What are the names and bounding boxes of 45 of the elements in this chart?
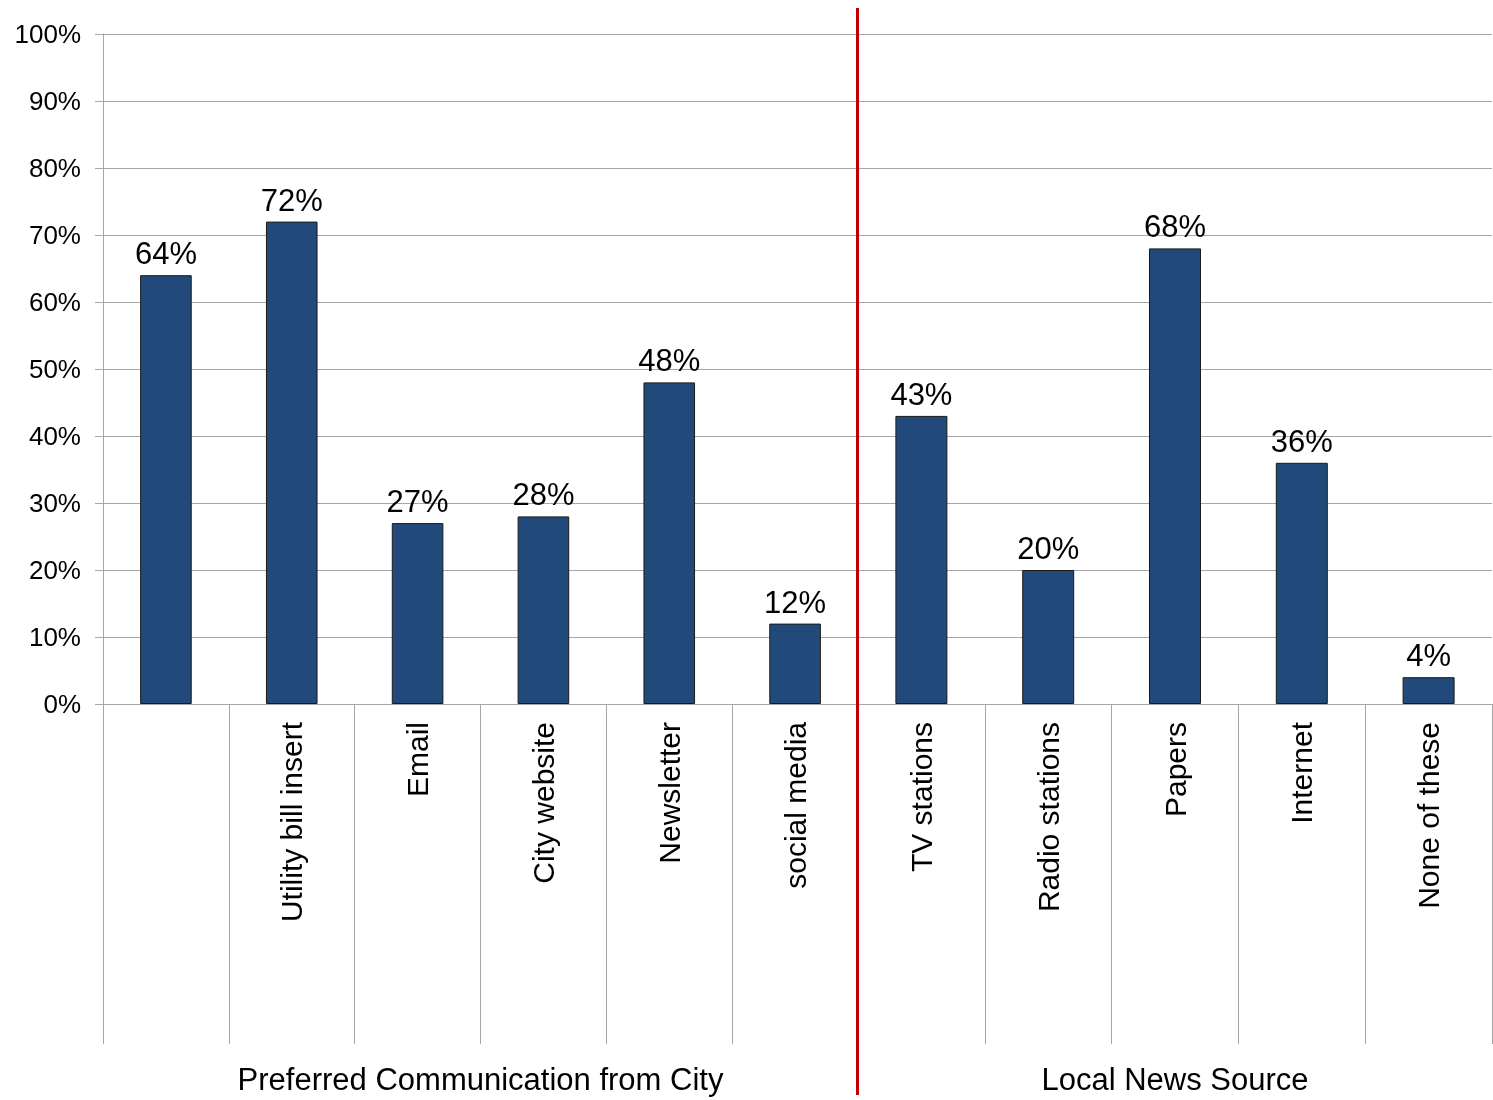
bar [1022,570,1075,704]
data-label: 36% [1270,423,1333,459]
bar [1402,677,1455,704]
data-label: 4% [1406,638,1452,674]
y-tick-label: 40% [28,421,81,451]
y-tick-label: 60% [28,287,81,317]
bar [643,382,696,704]
y-tick-label: 30% [28,488,81,518]
bar [769,623,821,704]
data-label: 28% [512,477,575,513]
y-tick-label: 90% [28,86,81,116]
x-tick-label: None of these [1412,722,1446,909]
x-tick-label: Utility bill insert [275,721,309,923]
x-tick-label: Newsletter [652,722,686,864]
bar [140,275,192,704]
x-tick-label: City website [526,722,560,884]
data-label: 72% [260,182,323,218]
x-tick-label: Internet [1285,721,1319,824]
x-tick-label: social media [778,721,812,889]
y-tick-label: 50% [28,354,81,384]
y-tick-label: 70% [28,220,81,250]
y-tick-label: 0% [43,689,81,719]
x-axis-title: Local News Source [1041,1062,1309,1097]
bar [391,523,444,704]
y-tick-label: 20% [28,555,81,585]
bar [895,415,948,704]
y-tick-label: 80% [28,153,81,183]
bar [1149,248,1201,704]
x-tick-label: Email [401,722,435,798]
bar [265,221,318,704]
data-label: 20% [1017,531,1080,566]
x-tick-label: Papers [1158,722,1192,818]
bar [1275,462,1328,704]
x-tick-label: TV stations [904,722,938,873]
data-label: 68% [1143,209,1207,245]
data-label: 64% [134,236,197,272]
data-label: 48% [638,343,701,379]
x-axis-title: Preferred Communication from City [237,1062,724,1097]
bar [517,516,570,704]
x-tick-label: Radio stations [1031,722,1065,913]
data-label: 43% [890,376,953,412]
y-tick-label: 10% [28,622,81,652]
y-tick-label: 100% [14,19,81,49]
data-label: 12% [764,584,827,620]
data-label: 27% [386,484,449,520]
